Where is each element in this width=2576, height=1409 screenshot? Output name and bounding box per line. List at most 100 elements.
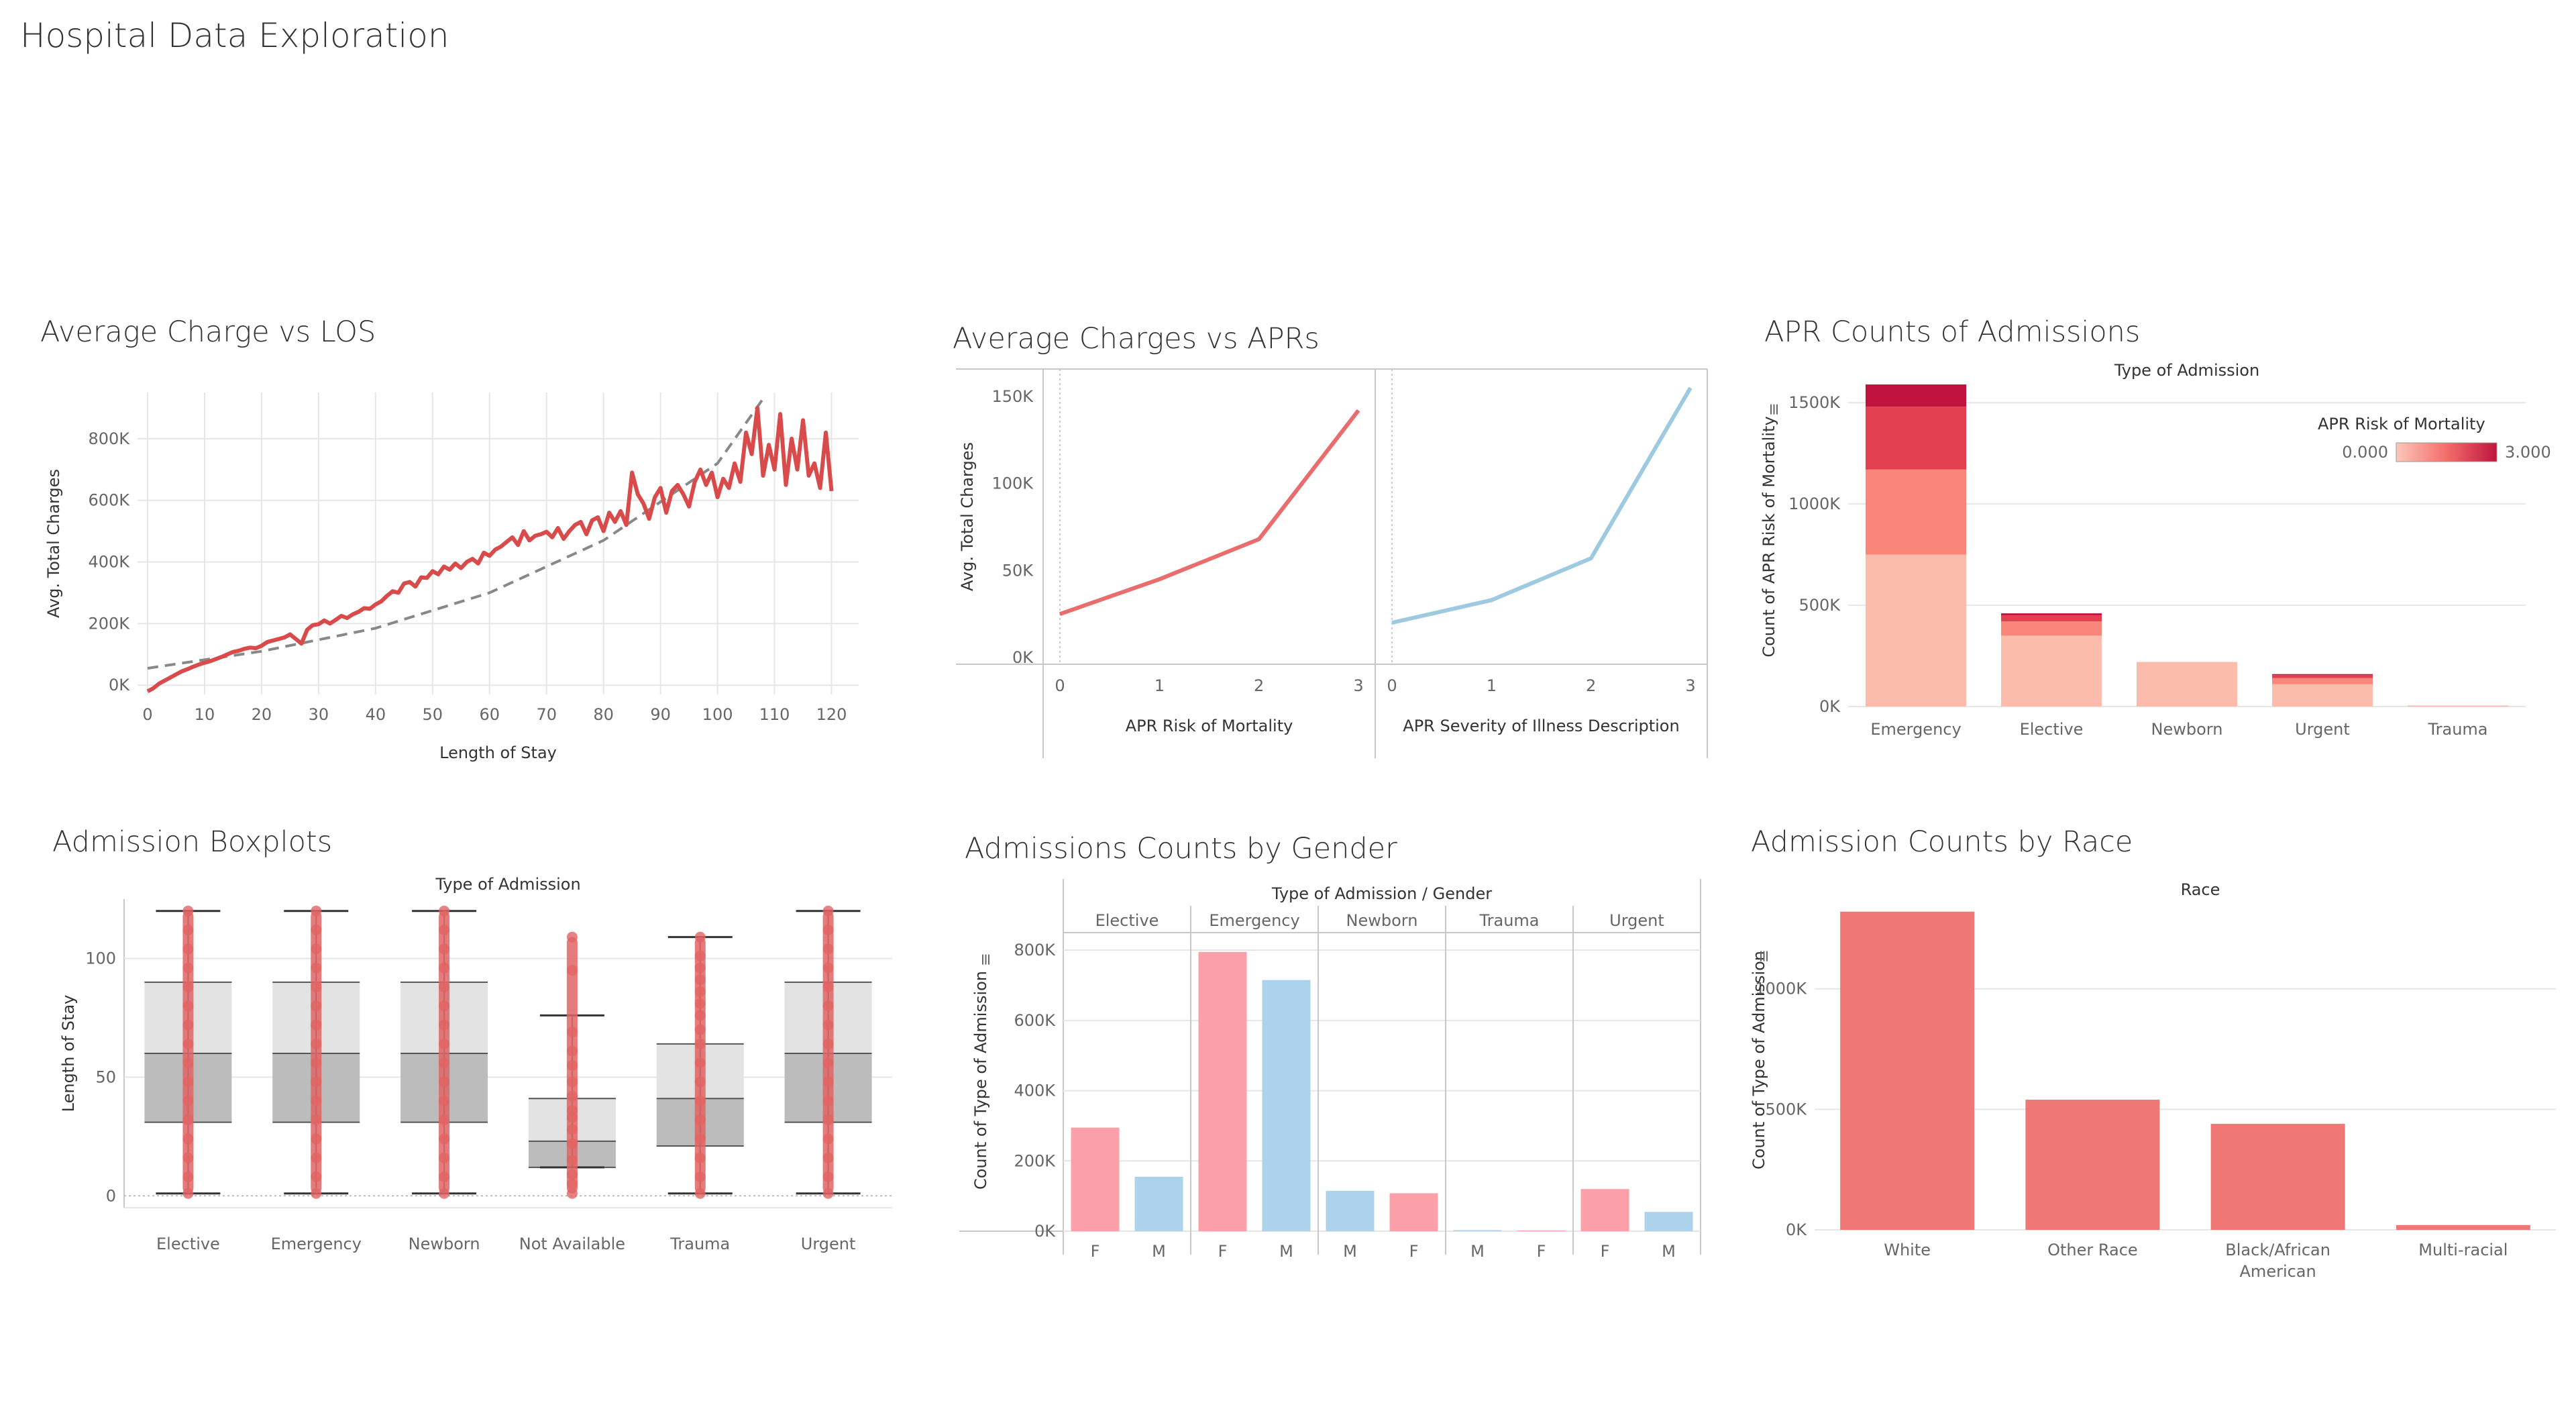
data-point: [566, 1138, 578, 1149]
data-point: [311, 1152, 322, 1163]
series-line: [1391, 386, 1693, 625]
x-tick-label: Elective: [156, 1235, 220, 1253]
legend-max-label: 3.000: [2505, 443, 2551, 462]
x-tick-label: M: [1343, 1242, 1357, 1261]
x-tick-label: 10: [195, 705, 215, 724]
data-point: [439, 1038, 450, 1049]
data-point: [822, 1152, 834, 1163]
x-tick-label: M: [1470, 1242, 1485, 1261]
chart-charge-vs-los[interactable]: 0 10 20 30 40 50 60 70 80 90 100 110 120 0K 200K 400K 60…: [27, 309, 872, 772]
y-tick-label: 200K: [88, 614, 130, 633]
bar: [1453, 1230, 1502, 1231]
data-point: [822, 1038, 834, 1049]
x-tick-label: 3: [1353, 676, 1363, 695]
data-point: [694, 1010, 706, 1021]
x-tick-label: Urgent: [2295, 720, 2350, 739]
y-tick-label: 50: [95, 1067, 116, 1086]
group-label: Trauma: [1479, 911, 1539, 930]
bar-segment: [2001, 621, 2102, 636]
data-point: [182, 925, 194, 935]
group-label: Emergency: [1209, 911, 1299, 930]
data-point: [822, 962, 834, 974]
data-point: [311, 905, 322, 917]
chart-charges-vs-aprs[interactable]: 0K 50K 100K 150K Avg. Total Charges 0 1 2 3 APR R…: [939, 315, 1731, 758]
x-tick-label: F: [1218, 1242, 1228, 1261]
data-point: [439, 1019, 450, 1031]
chart-apr-counts[interactable]: Type of Admission 0K 500K 1000K 1500K Count o…: [1744, 309, 2563, 765]
bar-segment: [1866, 384, 1966, 407]
data-point: [311, 1038, 322, 1049]
data-point: [182, 905, 194, 917]
data-point: [182, 1000, 194, 1012]
data-point: [566, 1169, 578, 1180]
y-tick-label: 100: [85, 949, 116, 968]
x-tick-label: Urgent: [801, 1235, 856, 1253]
y-tick-label: 0K: [109, 676, 130, 694]
chart-title: Average Charge vs LOS: [40, 315, 376, 349]
bar: [1580, 1189, 1629, 1231]
bar-segment: [2272, 684, 2373, 707]
x-axis-label: APR Risk of Mortality: [1126, 717, 1293, 735]
y-tick-label: 200K: [1014, 1151, 1056, 1170]
x-tick-label: 1: [1487, 676, 1497, 695]
chart-title: Average Charges vs APRs: [953, 322, 1320, 356]
data-point: [439, 1076, 450, 1088]
x-tick-label: F: [1601, 1242, 1610, 1261]
x-tick-label: Other Race: [2047, 1241, 2138, 1259]
data-point: [182, 1114, 194, 1126]
data-point: [822, 905, 834, 917]
x-tick-label: 20: [252, 705, 272, 724]
data-point: [694, 1024, 706, 1035]
data-point: [311, 1000, 322, 1012]
data-point: [822, 925, 834, 935]
y-tick-label: 1000K: [1755, 980, 1807, 998]
x-tick-label: Newborn: [409, 1235, 480, 1253]
group-label: Elective: [1095, 911, 1159, 930]
y-tick-label: 400K: [1014, 1082, 1056, 1100]
data-point: [439, 1095, 450, 1106]
data-point: [694, 1171, 706, 1182]
data-point: [311, 981, 322, 992]
data-point: [694, 1188, 706, 1199]
dashboard-title: Hospital Data Exploration: [20, 16, 449, 55]
data-point: [439, 943, 450, 955]
data-point: [182, 1038, 194, 1049]
y-tick-label: 800K: [88, 429, 130, 448]
data-point: [311, 1133, 322, 1145]
data-point: [439, 1000, 450, 1012]
bar: [2210, 1123, 2345, 1230]
x-tick-label: 30: [309, 705, 329, 724]
data-point: [439, 1152, 450, 1163]
data-point: [311, 943, 322, 955]
x-tick-label: 90: [650, 705, 671, 724]
bar-segment: [2001, 615, 2102, 622]
chart-counts-by-gender[interactable]: Type of Admission / Gender 0K 200K 400K 600K…: [953, 825, 1731, 1288]
x-tick-label: 60: [479, 705, 500, 724]
data-point: [822, 1000, 834, 1012]
data-point: [694, 962, 706, 974]
chart-admission-boxplots[interactable]: Type of Admission 0 50 100 Length of Stay Ele…: [27, 819, 912, 1288]
bar: [1134, 1176, 1183, 1231]
panel-apr-counts: APR Counts of Admissions Type of Admissi…: [1744, 309, 2563, 765]
y-tick-label: 600K: [1014, 1011, 1056, 1030]
data-point: [822, 1171, 834, 1182]
data-point: [182, 1076, 194, 1088]
data-point: [566, 1090, 578, 1102]
data-point: [182, 1095, 194, 1106]
data-point: [311, 1188, 322, 1199]
y-tick-label: 1000K: [1788, 494, 1841, 513]
bar-segment: [2272, 675, 2373, 678]
data-point: [182, 981, 194, 992]
x-tick-label: M: [1152, 1242, 1166, 1261]
data-point: [566, 1045, 578, 1057]
data-point: [182, 943, 194, 955]
chart-title: Admission Counts by Race: [1751, 825, 2133, 859]
x-tick-label: 2: [1254, 676, 1264, 695]
x-tick-label: Newborn: [2151, 720, 2223, 739]
group-label: Newborn: [1346, 911, 1418, 930]
header-label: Type of Admission: [435, 875, 580, 894]
data-point: [566, 1178, 578, 1190]
data-point: [182, 1171, 194, 1182]
y-tick-label: 500K: [1765, 1100, 1807, 1118]
